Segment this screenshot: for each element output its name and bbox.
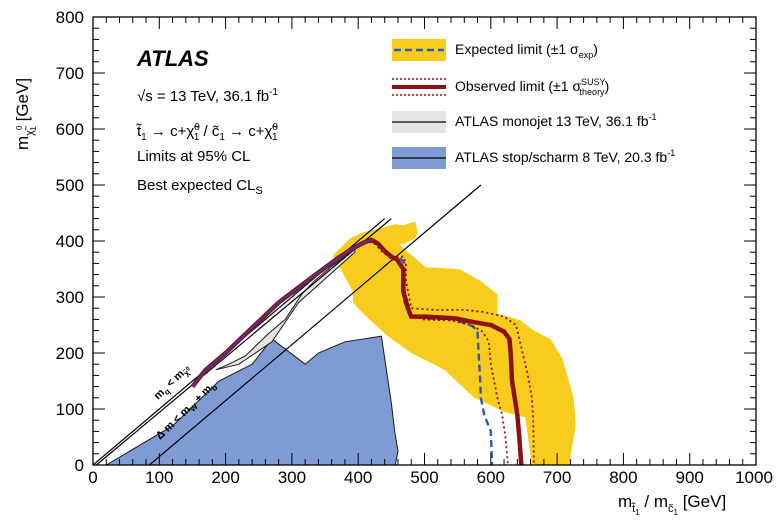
info-process: t̃1 → c+χ̃0 1 / c̃1 → c+χ̃0 1 — [135, 122, 278, 143]
atlas-brand: ATLAS — [136, 46, 209, 71]
legend: Expected limit (±1 σexp) Observed limit … — [392, 39, 675, 169]
x-tick-800: 800 — [609, 468, 637, 487]
legend-item-monojet: ATLAS monojet 13 TeV, 36.1 fb-1 — [392, 111, 657, 133]
y-tick-500: 500 — [56, 176, 84, 195]
y-tick-200: 200 — [56, 344, 84, 363]
legend-item-expected: Expected limit (±1 σexp) — [392, 39, 598, 61]
x-tick-400: 400 — [344, 468, 372, 487]
y-tick-700: 700 — [56, 64, 84, 83]
info-cls: Best expected CLS — [137, 177, 263, 197]
legend-label-observed: Observed limit (±1 σSUSY theory) — [455, 77, 609, 97]
x-tick-200: 200 — [211, 468, 239, 487]
x-tick-300: 300 — [278, 468, 306, 487]
y-tick-800: 800 — [56, 8, 84, 27]
x-tick-100: 100 — [145, 468, 173, 487]
monojet-13tev-exclusion — [215, 248, 356, 371]
y-tick-0: 0 — [75, 456, 84, 475]
x-tick-500: 500 — [410, 468, 438, 487]
x-tick-700: 700 — [543, 468, 571, 487]
observed-edge-trace — [191, 239, 372, 388]
stop-scharm-8tev-exclusion — [105, 335, 399, 465]
legend-item-stop8tev: ATLAS stop/scharm 8 TeV, 20.3 fb-1 — [392, 147, 675, 169]
info-energy: √s = 13 TeV, 36.1 fb-1 — [137, 87, 278, 105]
info-limits: Limits at 95% CL — [137, 148, 250, 165]
x-axis-title: mt̃1 / mc̃1 [GeV] — [618, 492, 726, 517]
y-tick-300: 300 — [56, 288, 84, 307]
y-tick-labels: 0 100 200 300 400 500 600 700 800 — [56, 8, 84, 475]
legend-item-observed: Observed limit (±1 σSUSY theory) — [392, 77, 609, 97]
observed-limit-lower — [344, 240, 509, 465]
y-tick-400: 400 — [56, 232, 84, 251]
x-tick-600: 600 — [477, 468, 505, 487]
legend-label-stop8tev: ATLAS stop/scharm 8 TeV, 20.3 fb-1 — [455, 148, 675, 165]
x-tick-labels: 0 100 200 300 400 500 600 700 800 900 10… — [88, 468, 773, 487]
x-tick-0: 0 — [88, 468, 97, 487]
x-tick-900: 900 — [676, 468, 704, 487]
x-tick-1000: 1000 — [735, 468, 773, 487]
y-tick-600: 600 — [56, 120, 84, 139]
legend-label-monojet: ATLAS monojet 13 TeV, 36.1 fb-1 — [455, 112, 657, 129]
y-axis-title: mχ̃0 1 [GeV] — [13, 78, 38, 150]
y-tick-100: 100 — [56, 400, 84, 419]
axis-ticks — [92, 16, 757, 466]
kinematic-limit-line-mb — [95, 218, 392, 465]
legend-label-expected: Expected limit (±1 σexp) — [455, 41, 598, 60]
kinematic-limit-line-mw-mb — [148, 184, 482, 465]
